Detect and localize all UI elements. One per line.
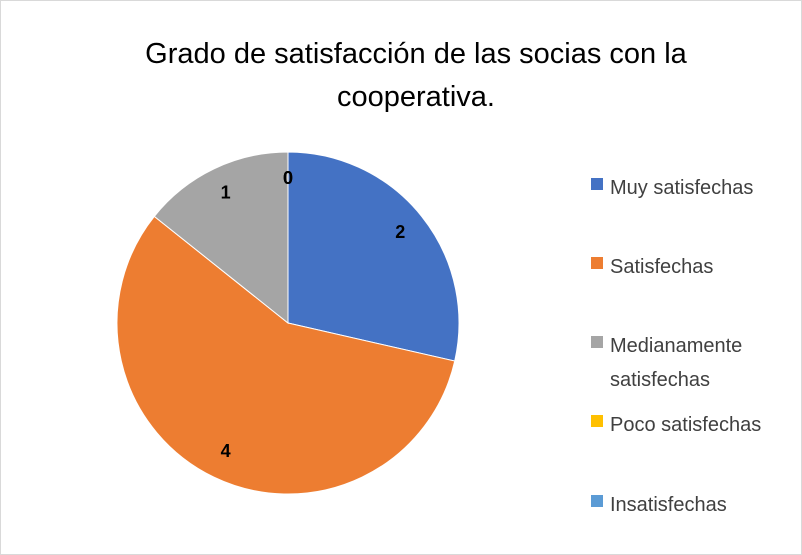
legend-swatch (591, 495, 603, 507)
chart-title: Grado de satisfacción de las socias con … (145, 38, 687, 113)
legend-item: Poco satisfechas (591, 408, 802, 442)
legend-item: Satisfechas (591, 250, 802, 284)
data-label: 1 (221, 182, 231, 202)
legend-label: Insatisfechas (610, 494, 727, 516)
legend-item: Muy satisfechas (591, 171, 802, 205)
legend-label: Poco satisfechas (610, 414, 762, 436)
legend-label: Satisfechas (610, 256, 714, 278)
legend-swatch (591, 178, 603, 190)
data-label: 4 (221, 441, 231, 461)
legend-item: Medianamente satisfechas (591, 329, 802, 397)
data-label: 0 (283, 168, 293, 188)
legend-item: Insatisfechas (591, 488, 802, 522)
legend-swatch (591, 336, 603, 348)
legend-label: Muy satisfechas (610, 177, 754, 199)
data-label: 2 (395, 222, 405, 242)
pie-slice (116, 215, 456, 495)
legend-swatch (591, 415, 603, 427)
legend-label: Medianamente satisfechas (610, 335, 743, 391)
legend-swatch (591, 257, 603, 269)
pie-slice (287, 151, 460, 362)
data-label: 0 (283, 168, 293, 188)
pie-slice (153, 151, 289, 325)
